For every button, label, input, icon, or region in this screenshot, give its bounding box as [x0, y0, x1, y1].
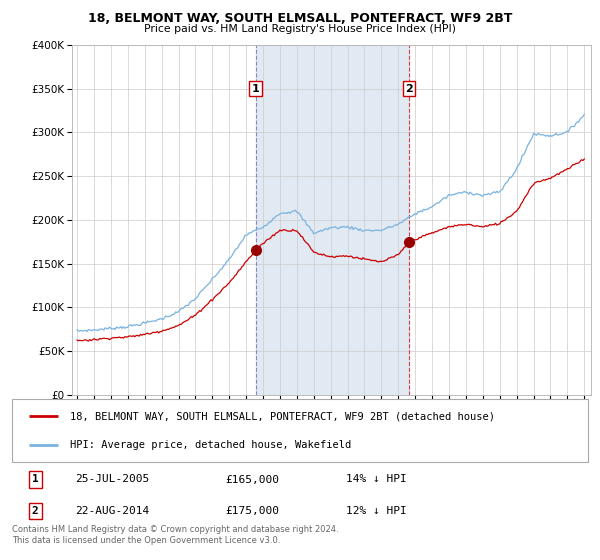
Bar [256, 45, 409, 395]
Text: 2: 2 [405, 83, 413, 94]
Text: 12% ↓ HPI: 12% ↓ HPI [346, 506, 407, 516]
Text: 14% ↓ HPI: 14% ↓ HPI [346, 474, 407, 484]
Text: £165,000: £165,000 [225, 474, 279, 484]
Text: 1: 1 [252, 83, 260, 94]
Text: 2: 2 [32, 506, 38, 516]
FancyBboxPatch shape [12, 399, 588, 462]
Text: 22-AUG-2014: 22-AUG-2014 [76, 506, 149, 516]
Text: 18, BELMONT WAY, SOUTH ELMSALL, PONTEFRACT, WF9 2BT (detached house): 18, BELMONT WAY, SOUTH ELMSALL, PONTEFRA… [70, 412, 494, 422]
Text: Contains HM Land Registry data © Crown copyright and database right 2024.
This d: Contains HM Land Registry data © Crown c… [12, 525, 338, 545]
Text: £175,000: £175,000 [225, 506, 279, 516]
Text: Price paid vs. HM Land Registry's House Price Index (HPI): Price paid vs. HM Land Registry's House … [144, 24, 456, 34]
Text: 25-JUL-2005: 25-JUL-2005 [76, 474, 149, 484]
Text: HPI: Average price, detached house, Wakefield: HPI: Average price, detached house, Wake… [70, 440, 351, 450]
Text: 1: 1 [32, 474, 38, 484]
Text: 18, BELMONT WAY, SOUTH ELMSALL, PONTEFRACT, WF9 2BT: 18, BELMONT WAY, SOUTH ELMSALL, PONTEFRA… [88, 12, 512, 25]
